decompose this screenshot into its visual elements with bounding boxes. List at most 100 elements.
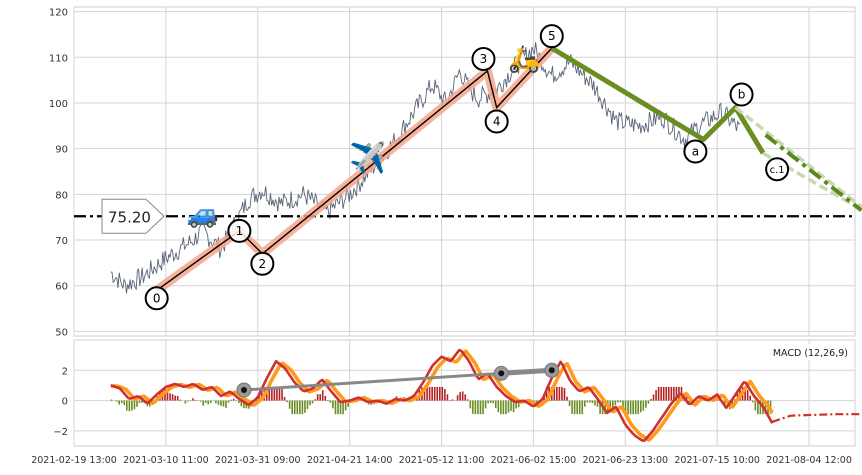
macd-histogram-bar <box>228 401 230 403</box>
macd-histogram-bar <box>447 394 449 400</box>
macd-trendline-point-core <box>549 367 555 373</box>
price-y-tick-label: 50 <box>55 327 68 338</box>
macd-histogram-bar <box>215 401 217 404</box>
macd-y-tick-label: −2 <box>53 427 68 438</box>
wave-point-label: c.1 <box>770 165 785 176</box>
macd-histogram-bar <box>324 396 326 401</box>
macd-histogram-bar <box>452 399 454 400</box>
price-y-tick-label: 80 <box>55 190 68 201</box>
price-panel: 506070809010011012075.20012345abc.1c.2🚙✈… <box>49 7 862 338</box>
macd-histogram-bar <box>470 401 472 409</box>
macd-histogram-bar <box>314 399 316 400</box>
macd-histogram-bar <box>754 401 756 411</box>
macd-histogram-bar <box>655 390 657 401</box>
macd-histogram-bar <box>643 401 645 411</box>
macd-histogram-bar <box>202 401 204 406</box>
macd-histogram-bar <box>571 401 573 414</box>
macd-histogram-bar <box>332 401 334 409</box>
macd-histogram-bar <box>500 401 502 415</box>
price-y-tick-label: 120 <box>49 8 68 19</box>
airplane-icon: ✈️ <box>349 139 386 176</box>
macd-histogram-bar <box>462 391 464 400</box>
macd-histogram-bar <box>235 401 237 402</box>
wave-point-label: 4 <box>493 115 501 129</box>
macd-histogram-bar <box>457 395 459 400</box>
macd-histogram-bar <box>627 401 629 415</box>
macd-histogram-bar <box>464 394 466 400</box>
macd-histogram-bar <box>233 399 235 401</box>
macd-histogram-bar <box>116 401 118 402</box>
macd-histogram-bar <box>330 401 332 403</box>
macd-histogram-bar <box>640 401 642 413</box>
macd-histogram-bar <box>286 401 288 403</box>
macd-histogram-bar <box>289 401 291 409</box>
macd-histogram-bar <box>436 387 438 401</box>
macd-histogram-bar <box>620 401 622 403</box>
macd-histogram-bar <box>495 401 497 409</box>
macd-histogram-bar <box>302 401 304 415</box>
macd-histogram-bar <box>617 401 619 403</box>
macd-histogram-bar <box>126 401 128 411</box>
x-tick-label: 2021-06-23 13:00 <box>582 455 668 466</box>
macd-histogram-bar <box>312 401 314 404</box>
macd-histogram-bar <box>658 387 660 401</box>
macd-histogram-bar <box>485 401 487 409</box>
macd-histogram-bar <box>118 401 120 405</box>
macd-histogram-bar <box>653 394 655 400</box>
macd-histogram-bar <box>284 397 286 401</box>
macd-histogram-bar <box>225 401 227 408</box>
macd-histogram-bar <box>335 401 337 415</box>
macd-histogram-bar <box>304 401 306 413</box>
macd-histogram-bar <box>322 390 324 400</box>
macd-histogram-bar <box>238 401 240 403</box>
macd-histogram-bar <box>645 401 647 408</box>
macd-histogram-bar <box>556 387 558 401</box>
macd-histogram-bar <box>459 392 461 400</box>
macd-histogram-bar <box>299 401 301 415</box>
macd-histogram-bar <box>490 401 492 403</box>
macd-histogram-bar <box>136 401 138 407</box>
macd-histogram-bar <box>200 401 202 402</box>
macd-histogram-bar <box>579 401 581 415</box>
macd-histogram-bar <box>475 401 477 415</box>
macd-histogram-bar <box>566 397 568 401</box>
macd-histogram-bar <box>177 396 179 401</box>
macd-histogram-bar <box>660 387 662 401</box>
x-tick-label: 2021-03-10 11:00 <box>123 455 209 466</box>
macd-histogram-bar <box>508 401 510 413</box>
macd-histogram-bar <box>195 400 197 401</box>
price-y-tick-label: 100 <box>49 99 68 110</box>
macd-histogram-bar <box>431 387 433 401</box>
macd-histogram-bar <box>179 400 181 401</box>
macd-histogram-bar <box>230 400 232 401</box>
x-tick-label: 2021-02-19 13:00 <box>31 455 117 466</box>
x-tick-label: 2021-04-21 14:00 <box>307 455 393 466</box>
macd-trendline-point-core <box>498 370 504 376</box>
macd-histogram-bar <box>121 401 123 404</box>
car-icon: 🚙 <box>186 200 218 230</box>
macd-histogram-bar <box>561 387 563 401</box>
macd-histogram-bar <box>498 401 500 413</box>
macd-histogram-bar <box>665 387 667 401</box>
macd-histogram-bar <box>192 398 194 400</box>
macd-histogram-bar <box>129 401 131 412</box>
macd-histogram-bar <box>505 401 507 415</box>
macd-histogram-bar <box>174 396 176 401</box>
macd-histogram-bar <box>632 401 634 415</box>
macd-histogram-bar <box>581 401 583 415</box>
wave-point-label: 5 <box>548 29 556 43</box>
macd-histogram-bar <box>307 401 309 409</box>
level-label-text: 75.20 <box>108 208 151 226</box>
macd-histogram-bar <box>752 401 754 403</box>
macd-histogram-bar <box>205 401 207 404</box>
macd-histogram-bar <box>218 401 220 405</box>
wave-point-label: 1 <box>236 224 244 238</box>
price-y-tick-label: 90 <box>55 145 68 156</box>
wave-point-label: a <box>692 145 699 159</box>
macd-histogram-bar <box>187 401 189 402</box>
macd-histogram-bar <box>663 387 665 401</box>
x-tick-label: 2021-05-12 11:00 <box>399 455 485 466</box>
macd-histogram-bar <box>111 400 113 401</box>
macd-histogram-bar <box>569 401 571 407</box>
macd-histogram-bar <box>615 401 617 405</box>
